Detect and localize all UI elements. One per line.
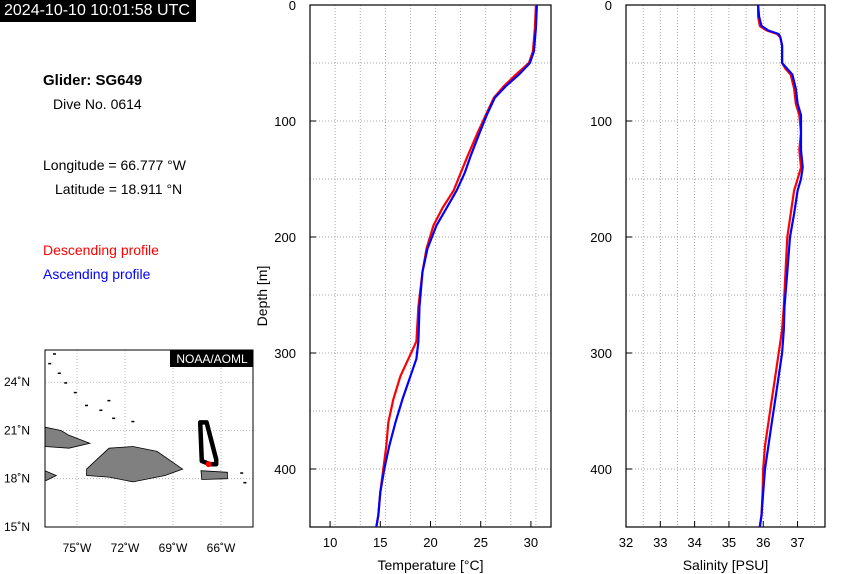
map-badge: NOAA/AOML (176, 352, 248, 366)
map-lon-label: 75˚W (63, 541, 92, 555)
map-islet (73, 391, 77, 394)
salinity-ytick-label: 100 (590, 114, 612, 129)
map-islet (53, 353, 56, 355)
map-frame (44, 349, 254, 528)
map-lat-label: 15˚N (4, 520, 30, 534)
temperature-xtick-label: 20 (423, 535, 437, 550)
salinity-ytick-label: 300 (590, 346, 612, 361)
map-badge-bg (170, 350, 253, 367)
temperature-ylabel: Depth [m] (254, 266, 270, 327)
map-islet (243, 481, 247, 484)
map-islet (240, 472, 244, 474)
map-islet (131, 420, 135, 423)
longitude-readout: Longitude = 66.777 °W (43, 157, 186, 173)
salinity-xlabel: Salinity [PSU] (683, 557, 769, 573)
map-lon-label: 72˚W (111, 541, 140, 555)
temperature-ytick-label: 0 (289, 0, 296, 13)
glider-name: Glider: SG649 (43, 72, 143, 89)
salinity-xtick-label: 37 (790, 535, 804, 550)
salinity-xtick-label: 34 (687, 535, 701, 550)
map-island (86, 446, 184, 483)
map-islet (107, 399, 111, 402)
salinity-ascending-line (757, 4, 804, 528)
map-islet (57, 372, 61, 375)
temperature-xtick-label: 25 (473, 535, 487, 550)
temperature-ytick-label: 100 (274, 114, 296, 129)
latitude-readout: Latitude = 18.911 °N (55, 181, 183, 197)
temperature-xtick-label: 10 (323, 535, 337, 550)
salinity-ytick-label: 200 (590, 230, 612, 245)
temperature-xtick-label: 30 (524, 535, 538, 550)
temperature-ytick-label: 400 (274, 462, 296, 477)
temperature-xtick-label: 15 (373, 535, 387, 550)
legend-ascending: Ascending profile (43, 266, 151, 282)
map-lat-label: 24˚N (4, 375, 30, 389)
legend-descending: Descending profile (43, 242, 159, 258)
salinity-frame (625, 4, 826, 528)
salinity-xtick-label: 32 (619, 535, 633, 550)
dive-number: Dive No. 0614 (53, 96, 142, 112)
map-islet (112, 417, 116, 420)
map-glider-position (205, 461, 212, 468)
salinity-xtick-label: 33 (653, 535, 667, 550)
temperature-descending-line (375, 4, 537, 528)
timestamp-label: 2024-10-10 10:01:58 UTC (0, 0, 196, 22)
map-islet (99, 409, 103, 412)
map-island (200, 470, 228, 480)
salinity-xtick-label: 36 (756, 535, 770, 550)
temperature-ytick-label: 300 (274, 346, 296, 361)
map-lon-label: 69˚W (159, 541, 188, 555)
map-glider-track (197, 420, 219, 467)
salinity-ytick-label: 400 (590, 462, 612, 477)
map-islet (64, 382, 68, 384)
temperature-ytick-label: 200 (274, 230, 296, 245)
salinity-xtick-label: 35 (722, 535, 736, 550)
temperature-ascending-line (375, 4, 538, 528)
map-islet (48, 362, 52, 365)
map-lat-label: 21˚N (4, 423, 30, 437)
temperature-xlabel: Temperature [°C] (378, 557, 484, 573)
map-lat-label: 18˚N (4, 472, 30, 486)
map-islet (85, 404, 88, 407)
salinity-ytick-label: 0 (605, 0, 612, 13)
map-lon-label: 66˚W (207, 541, 236, 555)
